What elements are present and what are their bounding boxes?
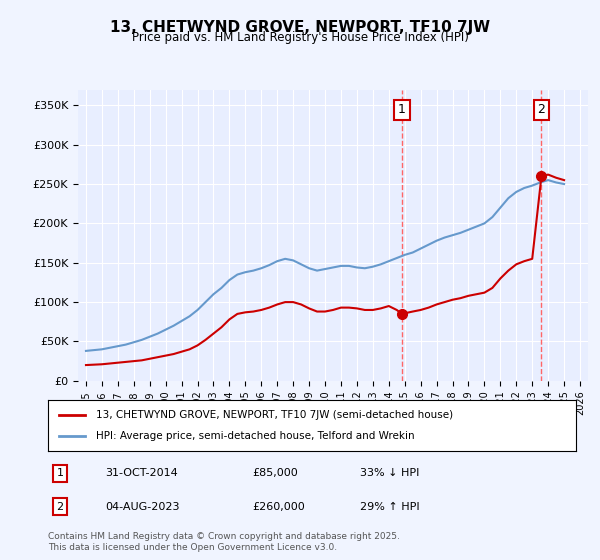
Text: HPI: Average price, semi-detached house, Telford and Wrekin: HPI: Average price, semi-detached house,… — [95, 431, 414, 441]
Text: Price paid vs. HM Land Registry's House Price Index (HPI): Price paid vs. HM Land Registry's House … — [131, 31, 469, 44]
Text: 04-AUG-2023: 04-AUG-2023 — [105, 502, 179, 512]
Text: 31-OCT-2014: 31-OCT-2014 — [105, 468, 178, 478]
Text: 1: 1 — [398, 104, 406, 116]
Text: 29% ↑ HPI: 29% ↑ HPI — [360, 502, 419, 512]
Text: 1: 1 — [56, 468, 64, 478]
Text: 13, CHETWYND GROVE, NEWPORT, TF10 7JW (semi-detached house): 13, CHETWYND GROVE, NEWPORT, TF10 7JW (s… — [95, 409, 452, 419]
Text: 2: 2 — [538, 104, 545, 116]
Text: 13, CHETWYND GROVE, NEWPORT, TF10 7JW: 13, CHETWYND GROVE, NEWPORT, TF10 7JW — [110, 20, 490, 35]
Text: 2: 2 — [56, 502, 64, 512]
Text: £260,000: £260,000 — [252, 502, 305, 512]
Text: Contains HM Land Registry data © Crown copyright and database right 2025.
This d: Contains HM Land Registry data © Crown c… — [48, 532, 400, 552]
Text: 33% ↓ HPI: 33% ↓ HPI — [360, 468, 419, 478]
Text: £85,000: £85,000 — [252, 468, 298, 478]
